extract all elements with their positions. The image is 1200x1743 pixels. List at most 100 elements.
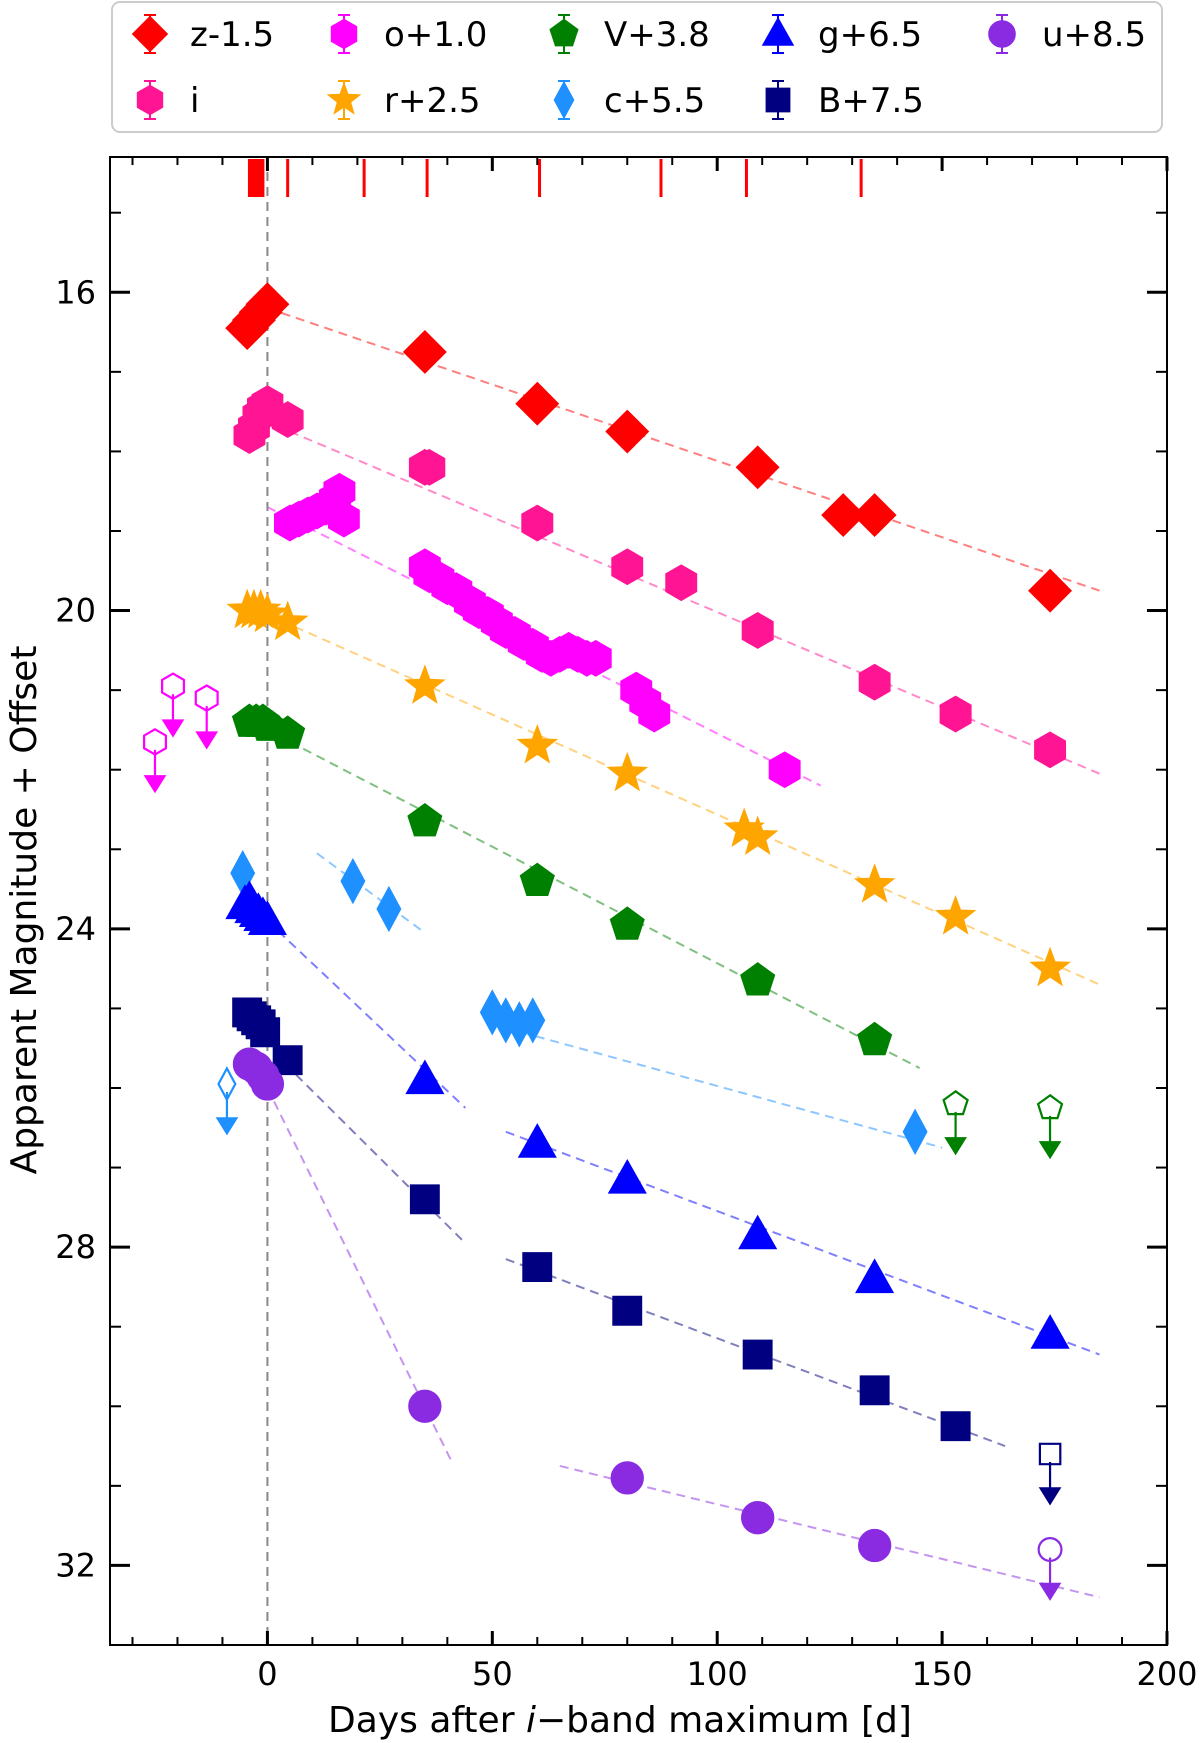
legend-entry-g-6-5: g+6.5 <box>761 14 922 55</box>
x-axis-label-suffix: −band maximum [d] <box>536 1700 912 1741</box>
legend-marker-g-6-5 <box>761 16 795 46</box>
point-u-8-5-3 <box>250 1067 285 1101</box>
legend-marker-z-1-5 <box>131 15 169 53</box>
point-g-6-5-7 <box>517 1123 557 1158</box>
upper-limit-b-7-5-0-marker <box>1038 1442 1062 1466</box>
y-tick-label-16: 16 <box>55 273 96 311</box>
x-tick-label-0: 0 <box>257 1655 277 1693</box>
point-c-5-5-6 <box>520 997 546 1044</box>
point-o-1-0-27 <box>579 639 612 677</box>
point-v-3-8-7 <box>609 906 645 940</box>
legend-entry-c-5-5: c+5.5 <box>553 80 705 121</box>
point-i-5 <box>271 401 304 438</box>
x-axis-label-band: i <box>526 1700 536 1741</box>
point-b-7-5-11 <box>940 1411 971 1442</box>
legend-entry-o-1-0: o+1.0 <box>330 14 487 55</box>
legend-label-v-3-8: V+3.8 <box>604 15 710 55</box>
point-c-5-5-1 <box>340 857 366 905</box>
point-u-8-5-4 <box>408 1389 442 1423</box>
point-v-3-8-9 <box>857 1021 893 1056</box>
fit-line-c-5-5-1 <box>492 1023 943 1149</box>
legend-marker-o-1-0 <box>330 18 358 50</box>
fit-line-z-1-5-0 <box>267 307 1100 592</box>
point-i-12 <box>858 663 891 701</box>
x-axis-label: Days after i−band maximum [d] <box>328 1700 912 1741</box>
point-v-3-8-6 <box>519 862 555 896</box>
point-g-6-5-10 <box>855 1258 895 1294</box>
point-v-3-8-5 <box>407 802 443 837</box>
point-b-7-5-8 <box>612 1295 643 1326</box>
point-g-6-5-6 <box>405 1059 445 1095</box>
point-r-2-5-12 <box>1029 946 1071 987</box>
legend-marker-v-3-8 <box>549 18 579 47</box>
upper-limits-layer <box>143 672 1064 1601</box>
legend-label-r-2-5: r+2.5 <box>384 81 481 121</box>
legend-frame <box>111 1 1163 133</box>
point-z-1-5-9 <box>852 493 897 538</box>
point-r-2-5-11 <box>934 895 977 935</box>
point-z-1-5-3 <box>245 282 290 327</box>
legend-entry-v-3-8: V+3.8 <box>549 14 710 55</box>
legend-label-i: i <box>190 81 199 121</box>
y-axis-label: Apparent Magnitude + Offset <box>4 646 45 1175</box>
legend-label-g-6-5: g+6.5 <box>818 15 922 55</box>
point-z-1-5-7 <box>735 445 780 490</box>
fit-line-o-1-0-0 <box>266 506 822 787</box>
point-r-2-5-10 <box>853 863 896 903</box>
x-axis-label-prefix: Days after <box>328 1700 526 1741</box>
upper-limit-u-8-5-0-arrow-head <box>1038 1582 1062 1601</box>
y-tick-label-24: 24 <box>55 910 96 948</box>
upper-limit-o-1-0-1-arrow-head <box>161 719 185 738</box>
legend-marker-i <box>136 84 164 116</box>
point-i-10 <box>665 564 698 602</box>
point-z-1-5-6 <box>605 409 650 454</box>
point-r-2-5-5 <box>404 664 446 704</box>
point-z-1-5-5 <box>515 381 560 426</box>
point-v-3-8-4 <box>270 715 306 749</box>
point-z-1-5-8 <box>821 493 866 538</box>
fit-line-r-2-5-0 <box>267 613 1100 986</box>
point-r-2-5-6 <box>516 723 559 764</box>
plot-frame <box>109 156 1168 1646</box>
legend-entry-z-1-5: z-1.5 <box>131 14 274 55</box>
point-b-7-5-9 <box>742 1339 773 1370</box>
upper-limit-v-3-8-0-marker <box>942 1089 969 1116</box>
point-i-13 <box>939 695 972 733</box>
point-o-1-0-31 <box>768 751 801 789</box>
point-g-6-5-9 <box>738 1214 778 1250</box>
point-o-1-0-30 <box>638 695 671 733</box>
upper-limit-c-5-5-0-arrow-head <box>215 1117 239 1136</box>
legend-label-b-7-5: B+7.5 <box>818 81 924 121</box>
spectra-epoch-ticks <box>247 159 863 197</box>
upper-limit-v-3-8-0-arrow-head <box>944 1137 967 1156</box>
point-r-2-5-7 <box>606 751 649 792</box>
fit-lines-layer <box>266 307 1100 1599</box>
fit-line-v-3-8-0 <box>289 740 921 1069</box>
point-g-6-5-5 <box>247 900 287 935</box>
legend-marker-c-5-5 <box>553 80 575 120</box>
legend-label-u-8-5: u+8.5 <box>1042 15 1146 55</box>
legend-entries: z-1.5 o+1.0 V+3.8 g+6.5 u+8.5 i r+2.5 c+5.5 B+7.… <box>131 14 1146 121</box>
fit-line-g-6-5-1 <box>505 1130 1100 1356</box>
point-z-1-5-10 <box>1028 568 1073 613</box>
fit-line-u-8-5-1 <box>559 1464 1100 1599</box>
upper-limit-o-1-0-2-arrow-head <box>195 731 219 750</box>
upper-limit-v-3-8-1-arrow-head <box>1038 1141 1062 1160</box>
point-b-7-5-6 <box>409 1184 440 1215</box>
legend-entry-u-8-5: u+8.5 <box>988 14 1146 55</box>
legend-marker-b-7-5 <box>765 87 791 113</box>
point-r-2-5-3 <box>246 592 289 633</box>
legend-entry-r-2-5: r+2.5 <box>326 80 481 121</box>
legend-label-c-5-5: c+5.5 <box>604 81 705 121</box>
y-tick-label-32: 32 <box>55 1546 96 1584</box>
x-tick-label-100: 100 <box>687 1655 748 1693</box>
point-c-5-5-2 <box>376 885 402 933</box>
y-tick-label-28: 28 <box>55 1228 96 1266</box>
data-points-layer <box>225 282 1073 1563</box>
point-i-9 <box>611 548 644 586</box>
x-tick-label-150: 150 <box>912 1655 973 1693</box>
upper-limit-b-7-5-0-arrow-head <box>1038 1487 1062 1506</box>
legend-entry-i: i <box>136 80 199 121</box>
point-u-8-5-6 <box>741 1501 775 1535</box>
